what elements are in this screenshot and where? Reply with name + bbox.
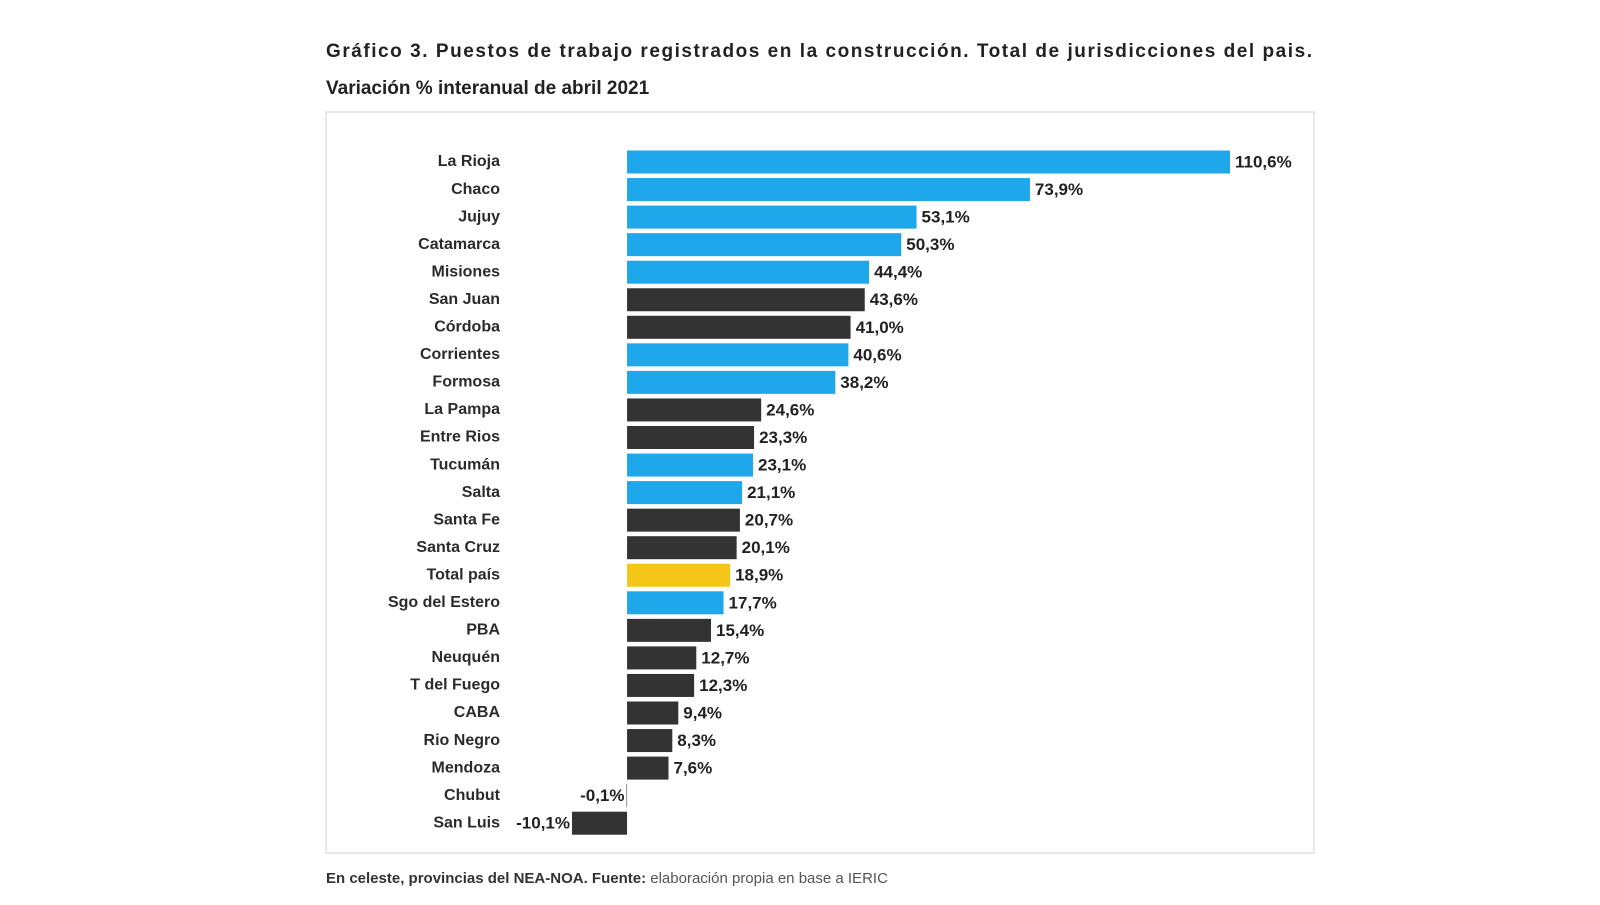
value-label: 18,9%	[735, 566, 783, 585]
value-label: 23,3%	[759, 428, 807, 447]
chart-subtitle: Variación % interanual de abril 2021	[326, 78, 650, 99]
value-label: 40,6%	[853, 345, 901, 364]
y-tick-label: Santa Fe	[433, 511, 500, 528]
y-tick-label: Sgo del Estero	[388, 594, 500, 611]
value-label: 9,4%	[683, 703, 722, 722]
source-note: En celeste, provincias del NEA-NOA. Fuen…	[326, 870, 888, 887]
value-label: 43,6%	[870, 290, 918, 309]
bar	[627, 370, 836, 394]
value-label: -0,1%	[580, 786, 624, 805]
bar	[627, 398, 762, 422]
y-tick-label: Corrientes	[420, 346, 500, 363]
value-label: 20,7%	[745, 511, 793, 530]
value-label: 12,3%	[699, 676, 747, 695]
bar	[572, 811, 628, 835]
y-tick-label: Rio Negro	[424, 732, 501, 749]
bar	[627, 343, 849, 367]
y-tick-label: Catamarca	[418, 236, 500, 253]
note-bold: En celeste, provincias del NEA-NOA. Fuen…	[326, 870, 646, 887]
y-tick-label: Mendoza	[432, 759, 501, 776]
bar	[627, 508, 740, 532]
y-tick-label: CABA	[454, 704, 501, 721]
value-label: 12,7%	[701, 648, 749, 667]
bar	[627, 646, 697, 670]
value-label: 44,4%	[874, 263, 922, 282]
y-tick-label: Neuquén	[432, 649, 500, 666]
value-label: 8,3%	[677, 731, 716, 750]
value-label: 38,2%	[840, 373, 888, 392]
bar	[627, 536, 737, 560]
y-tick-label: San Juan	[429, 291, 500, 308]
bar	[627, 150, 1230, 174]
bar	[627, 288, 865, 312]
value-label: 23,1%	[758, 456, 806, 475]
value-label: 41,0%	[856, 318, 904, 337]
y-tick-label: La Pampa	[424, 401, 500, 418]
y-tick-label: Misiones	[432, 263, 501, 280]
bar	[627, 178, 1030, 202]
y-tick-label: PBA	[466, 622, 500, 639]
value-label: 15,4%	[716, 621, 764, 640]
bar	[626, 784, 628, 808]
y-tick-label: Total país	[427, 566, 501, 583]
y-tick-label: Jujuy	[458, 208, 500, 225]
value-label: 24,6%	[766, 400, 814, 419]
y-tick-label: La Rioja	[438, 153, 500, 170]
value-label: 7,6%	[673, 759, 712, 778]
y-tick-label: Chaco	[451, 181, 500, 198]
y-tick-label: San Luis	[433, 814, 500, 831]
bar	[627, 453, 753, 477]
y-tick-label: Tucumán	[430, 456, 500, 473]
y-tick-label: Córdoba	[434, 319, 500, 336]
value-label: -10,1%	[516, 814, 570, 833]
bar	[627, 618, 712, 642]
bar	[627, 563, 731, 587]
bar	[627, 673, 695, 697]
bar	[627, 315, 851, 339]
bar	[627, 233, 902, 257]
y-tick-label: T del Fuego	[410, 677, 500, 694]
bar	[627, 729, 673, 753]
y-tick-label: Santa Cruz	[416, 539, 500, 556]
y-tick-label: Salta	[462, 484, 500, 501]
bar	[627, 756, 669, 780]
bar	[627, 260, 870, 284]
value-label: 17,7%	[729, 593, 777, 612]
bar	[627, 701, 679, 725]
bar	[627, 426, 755, 449]
value-label: 73,9%	[1035, 180, 1083, 199]
value-label: 21,1%	[747, 483, 795, 502]
value-label: 110,6%	[1235, 152, 1292, 171]
chart-title: Gráfico 3. Puestos de trabajo registrado…	[326, 41, 1312, 62]
y-tick-label: Formosa	[432, 374, 500, 391]
value-label: 53,1%	[922, 208, 970, 227]
chart-frame	[325, 111, 1315, 854]
y-tick-label: Chubut	[444, 787, 501, 804]
bar	[627, 481, 743, 505]
value-label: 20,1%	[742, 538, 790, 557]
y-tick-label: Entre Rios	[420, 429, 500, 446]
bar	[627, 205, 917, 229]
bar	[627, 591, 724, 615]
value-label: 50,3%	[906, 235, 954, 254]
note-text: elaboración propia en base a IERIC	[650, 870, 888, 887]
